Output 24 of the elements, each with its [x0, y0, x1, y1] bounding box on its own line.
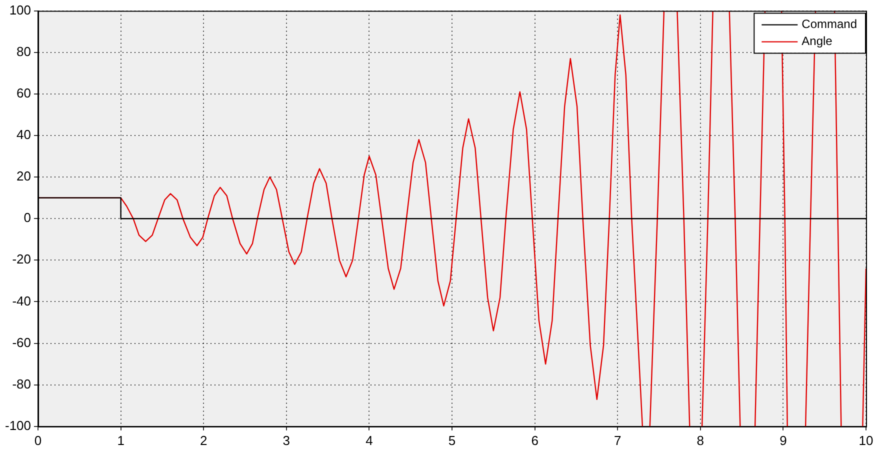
y-tick-label: -60	[12, 334, 32, 350]
y-tick-label: 20	[16, 168, 32, 184]
y-tick-label: -100	[4, 418, 32, 433]
y-tick-label: 40	[16, 127, 32, 142]
y-tick-label: 80	[16, 44, 32, 59]
x-tick-label: 10	[858, 432, 874, 448]
x-tick-label: 4	[366, 432, 373, 448]
y-tick-label: 0	[24, 210, 32, 226]
y-tick-label: -80	[12, 376, 32, 392]
y-tick-label: 60	[16, 86, 32, 100]
legend-label: Angle	[802, 34, 833, 48]
x-tick-label: 0	[34, 432, 42, 448]
y-tick-label: 100	[9, 2, 32, 18]
x-tick-label: 9	[780, 432, 787, 448]
x-tick-label: 6	[531, 432, 538, 448]
legend-label: Command	[802, 17, 858, 32]
x-tick-label: 1	[117, 432, 124, 448]
y-tick-label: -20	[12, 252, 32, 267]
x-tick-label: 2	[200, 432, 208, 448]
x-tick-label: 5	[448, 432, 456, 448]
y-tick-label: -40	[12, 293, 32, 308]
x-tick-label: 7	[614, 432, 622, 448]
x-tick-label: 3	[282, 432, 290, 448]
x-tick-label: 8	[696, 432, 704, 448]
